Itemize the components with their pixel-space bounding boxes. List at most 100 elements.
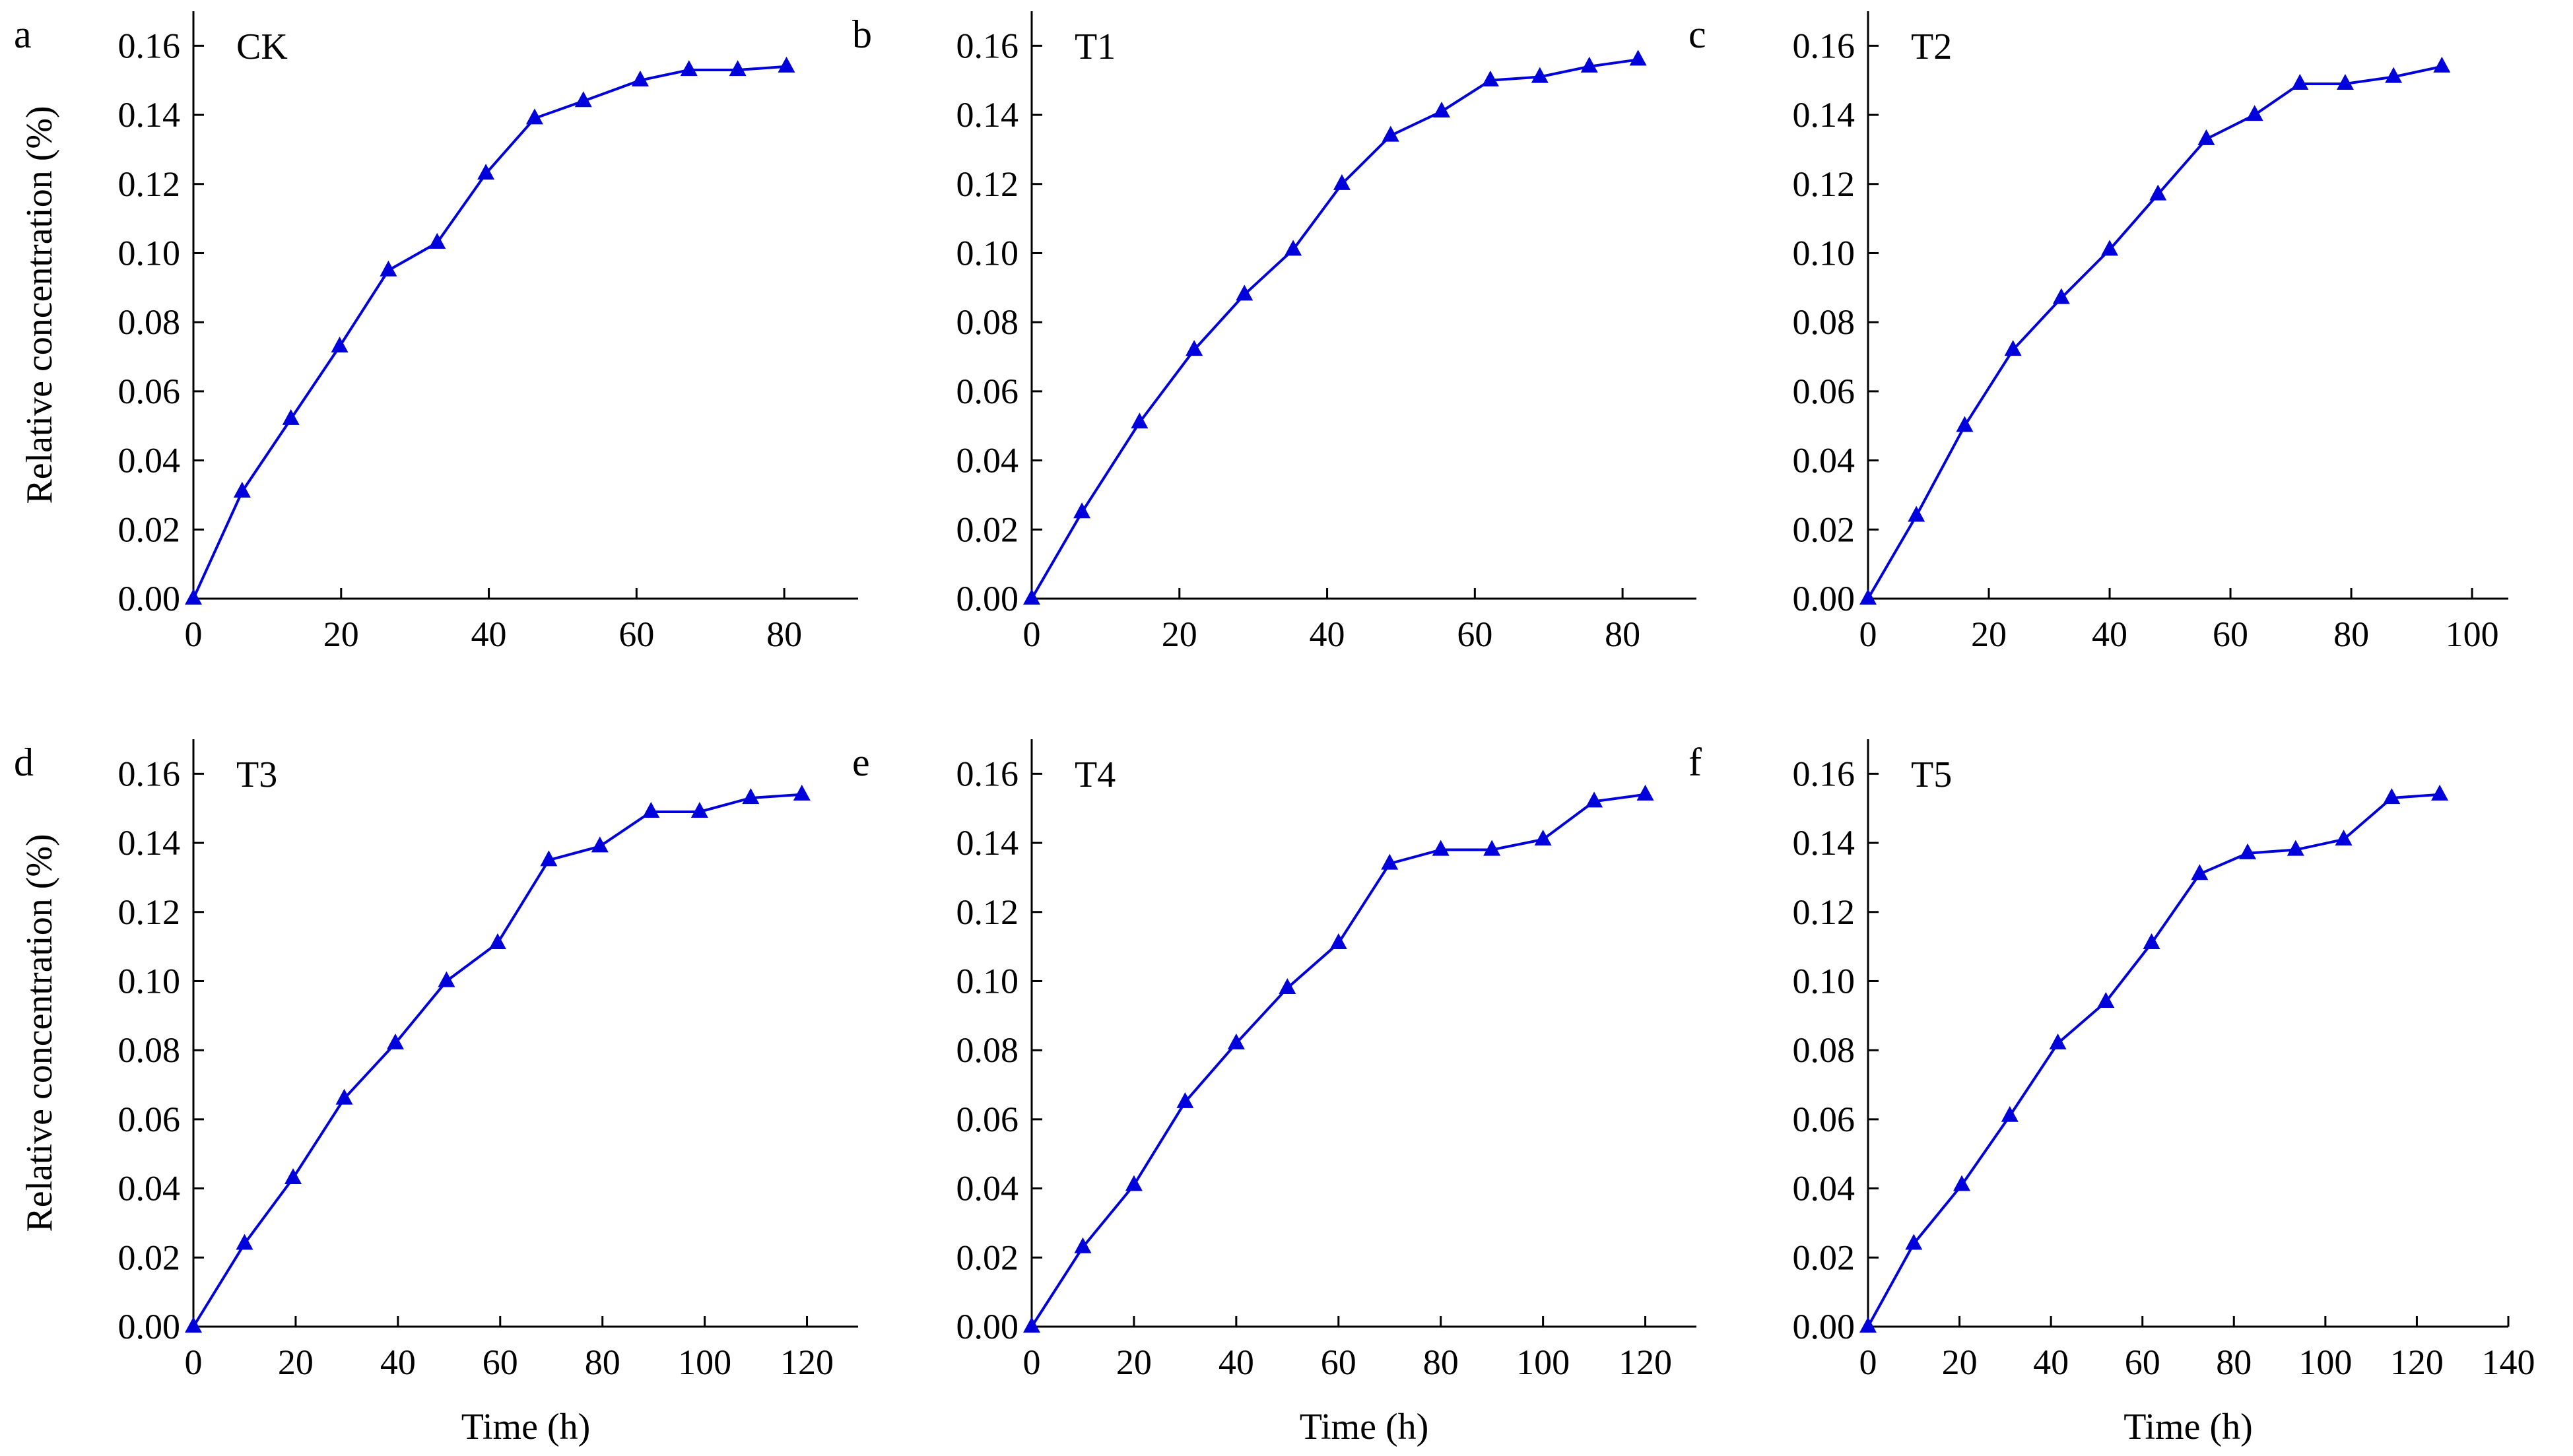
x-tick-label: 40 xyxy=(2092,614,2127,654)
data-point-marker xyxy=(1285,240,1302,256)
data-point-marker xyxy=(1636,784,1654,801)
y-tick-label: 0.06 xyxy=(1793,1100,1855,1139)
data-point-marker xyxy=(690,802,708,818)
data-point-marker xyxy=(680,60,698,77)
data-point-marker xyxy=(591,836,609,853)
data-point-marker xyxy=(1859,589,1877,605)
y-tick-label: 0.16 xyxy=(118,26,181,65)
data-point-marker xyxy=(778,56,795,73)
data-point-marker xyxy=(2143,933,2160,950)
y-tick-label: 0.00 xyxy=(956,579,1019,618)
series-name-label: T2 xyxy=(1911,26,1952,67)
data-point-marker xyxy=(1432,101,1450,117)
data-point-marker xyxy=(2291,74,2309,90)
chart-panel-c: 0.00 0.02 0.04 0.06 0.08 0.10 0.12 0.14 0.16 0 20 4… xyxy=(1688,11,2508,654)
x-tick-label: 0 xyxy=(1859,614,1877,654)
x-tick-label: 60 xyxy=(1321,1342,1356,1382)
x-tick-label: 0 xyxy=(185,614,203,654)
data-point-marker xyxy=(335,1088,353,1105)
data-point-marker xyxy=(236,1234,253,1250)
data-point-marker xyxy=(1953,1175,1971,1191)
y-axis-title: Relative concentration (%) xyxy=(19,834,60,1232)
data-point-marker xyxy=(525,108,543,125)
chart-panel-d: 0.00 0.02 0.04 0.06 0.08 0.10 0.12 0.14 0.16 0 20 4… xyxy=(14,739,858,1447)
y-tick-label: 0.06 xyxy=(956,1100,1019,1139)
x-tick-label: 40 xyxy=(1219,1342,1254,1382)
series-name-label: T4 xyxy=(1075,754,1116,795)
data-point-marker xyxy=(1333,174,1351,190)
series-line xyxy=(1867,793,2440,1327)
data-point-marker xyxy=(1023,589,1040,605)
data-point-marker xyxy=(488,933,506,950)
data-point-marker xyxy=(2097,992,2115,1009)
x-tick-label: 20 xyxy=(1162,614,1197,654)
data-point-marker xyxy=(1176,1092,1194,1108)
series-line xyxy=(1030,58,1638,600)
y-tick-label: 0.16 xyxy=(118,754,181,793)
series-line xyxy=(1867,65,2442,600)
y-tick-label: 0.00 xyxy=(1793,579,1855,618)
data-point-marker xyxy=(2191,864,2209,880)
panel-letter: c xyxy=(1688,13,1706,56)
y-tick-label: 0.12 xyxy=(1793,892,1855,932)
x-tick-label: 0 xyxy=(1023,614,1041,654)
data-point-marker xyxy=(2239,843,2257,859)
x-tick-label: 60 xyxy=(2213,614,2248,654)
y-tick-label: 0.04 xyxy=(118,441,181,480)
data-point-marker xyxy=(2431,784,2449,801)
x-tick-label: 60 xyxy=(483,1342,518,1382)
y-tick-label: 0.02 xyxy=(1793,510,1855,549)
x-tick-label: 100 xyxy=(1516,1342,1570,1382)
data-point-marker xyxy=(1905,1234,1923,1250)
data-point-marker xyxy=(1483,840,1501,856)
data-point-marker xyxy=(386,1033,404,1049)
data-point-marker xyxy=(185,589,202,605)
data-point-marker xyxy=(2052,288,2070,304)
data-point-marker xyxy=(574,91,592,108)
data-point-marker xyxy=(1279,978,1296,995)
y-tick-label: 0.08 xyxy=(1793,302,1855,342)
data-point-marker xyxy=(2383,788,2401,805)
data-point-marker xyxy=(1381,853,1399,870)
x-tick-label: 20 xyxy=(323,614,359,654)
y-tick-label: 0.14 xyxy=(1793,823,1855,863)
data-point-marker xyxy=(2336,74,2354,90)
x-tick-label: 40 xyxy=(471,614,507,654)
data-point-marker xyxy=(2385,67,2403,83)
data-point-marker xyxy=(380,260,397,277)
series-name-label: CK xyxy=(236,26,288,67)
x-tick-label: 0 xyxy=(1859,1342,1877,1382)
x-tick-label: 60 xyxy=(618,614,654,654)
y-tick-label: 0.08 xyxy=(956,302,1019,342)
data-point-marker xyxy=(185,1317,202,1333)
y-tick-label: 0.16 xyxy=(1793,754,1855,793)
x-tick-label: 100 xyxy=(678,1342,731,1382)
y-tick-label: 0.04 xyxy=(118,1169,181,1208)
y-tick-label: 0.08 xyxy=(118,1030,181,1070)
data-point-marker xyxy=(2001,1106,2019,1122)
data-point-marker xyxy=(438,971,455,987)
data-point-marker xyxy=(1432,840,1450,856)
chart-panel-f: 0.00 0.02 0.04 0.06 0.08 0.10 0.12 0.14 0.16 0 20 4… xyxy=(1688,739,2535,1447)
y-tick-label: 0.16 xyxy=(956,754,1019,793)
panel-letter: f xyxy=(1688,741,1702,784)
x-tick-label: 20 xyxy=(1116,1342,1152,1382)
y-tick-label: 0.02 xyxy=(118,1238,181,1277)
x-tick-label: 80 xyxy=(1605,614,1640,654)
y-tick-label: 0.12 xyxy=(1793,164,1855,204)
y-tick-label: 0.04 xyxy=(956,1169,1019,1208)
y-tick-label: 0.08 xyxy=(1793,1030,1855,1070)
data-point-marker xyxy=(1186,340,1203,356)
x-tick-label: 20 xyxy=(278,1342,314,1382)
series-name-label: T1 xyxy=(1075,26,1116,67)
data-point-marker xyxy=(540,850,558,867)
data-point-marker xyxy=(1131,413,1149,429)
data-point-marker xyxy=(631,70,649,86)
y-tick-label: 0.08 xyxy=(956,1030,1019,1070)
data-point-marker xyxy=(282,409,300,425)
x-tick-label: 80 xyxy=(1423,1342,1459,1382)
data-point-marker xyxy=(2335,829,2353,845)
data-point-marker xyxy=(1073,502,1091,519)
x-tick-label: 40 xyxy=(1310,614,1345,654)
data-point-marker xyxy=(1023,1317,1040,1333)
